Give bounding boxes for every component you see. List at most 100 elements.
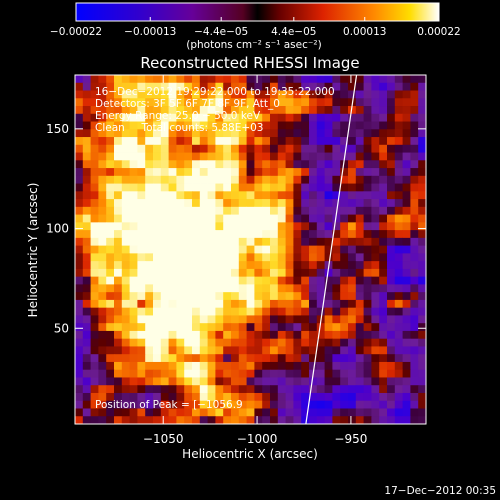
heatmap-cell — [199, 199, 208, 208]
heatmap-cell — [301, 392, 310, 402]
heatmap-cell — [340, 175, 349, 184]
heatmap-cell — [262, 82, 271, 91]
heatmap-cell — [262, 106, 271, 115]
heatmap-cell — [90, 152, 99, 161]
heatmap-cell — [184, 175, 193, 184]
heatmap-cell — [379, 416, 388, 424]
heatmap-cell — [418, 160, 426, 169]
heatmap-cell — [114, 222, 123, 231]
heatmap-cell — [231, 82, 240, 91]
heatmap-cell — [332, 330, 341, 340]
heatmap-cell — [324, 369, 333, 378]
heatmap-cell — [394, 323, 403, 332]
heatmap-cell — [402, 98, 411, 107]
heatmap-cell — [192, 253, 201, 262]
heatmap-cell — [277, 90, 286, 99]
heatmap-cell — [340, 168, 349, 177]
heatmap-cell — [168, 315, 177, 324]
heatmap-cell — [192, 400, 201, 409]
heatmap-cell — [176, 121, 185, 130]
heatmap-cell — [238, 214, 247, 223]
heatmap-cell — [137, 346, 146, 355]
heatmap-cell — [176, 323, 185, 332]
heatmap-cell — [145, 369, 154, 378]
heatmap-cell — [355, 144, 364, 153]
heatmap-cell — [215, 369, 224, 378]
heatmap-cell — [402, 113, 411, 122]
heatmap-cell — [137, 106, 146, 115]
heatmap-cell — [215, 346, 224, 355]
heatmap-cell — [215, 284, 224, 293]
heatmap-cell — [246, 377, 255, 386]
heatmap-cell — [246, 106, 255, 115]
heatmap-cell — [153, 90, 162, 99]
heatmap-cell — [402, 268, 411, 278]
heatmap-cell — [309, 354, 318, 363]
heatmap-cell — [246, 323, 255, 332]
heatmap-cell — [355, 113, 364, 122]
heatmap-cell — [379, 392, 388, 402]
heatmap-cell — [215, 144, 224, 153]
heatmap-cell — [145, 245, 154, 254]
heatmap-cell — [293, 284, 302, 293]
heatmap-cell — [145, 206, 154, 215]
heatmap-cell — [277, 369, 286, 378]
heatmap-cell — [340, 330, 349, 340]
heatmap-cell — [387, 338, 396, 347]
heatmap-cell — [82, 98, 91, 107]
heatmap-cell — [371, 98, 380, 107]
heatmap-cell — [231, 354, 240, 363]
heatmap-cell — [160, 152, 169, 161]
heatmap-cell — [199, 253, 208, 262]
heatmap-cell — [145, 144, 154, 153]
heatmap-cell — [340, 160, 349, 169]
heatmap-cell — [215, 338, 224, 347]
heatmap-cell — [231, 299, 240, 309]
heatmap-cell — [215, 168, 224, 177]
heatmap-cell — [410, 307, 419, 316]
heatmap-cell — [82, 144, 91, 153]
heatmap-cell — [301, 292, 310, 301]
heatmap-cell — [192, 106, 201, 115]
heatmap-cell — [410, 160, 419, 169]
heatmap-cell — [75, 354, 84, 363]
heatmap-cell — [114, 230, 123, 239]
heatmap-cell — [418, 416, 426, 424]
heatmap-cell — [90, 354, 99, 363]
heatmap-cell — [168, 168, 177, 177]
heatmap-cell — [192, 237, 201, 247]
heatmap-cell — [82, 222, 91, 231]
heatmap-cell — [340, 268, 349, 278]
heatmap-cell — [301, 408, 310, 417]
heatmap-cell — [301, 160, 310, 169]
heatmap-cell — [121, 253, 130, 262]
heatmap-cell — [90, 292, 99, 301]
heatmap-cell — [121, 199, 130, 208]
heatmap-cell — [418, 214, 426, 223]
heatmap-cell — [192, 144, 201, 153]
heatmap-cell — [98, 307, 107, 316]
heatmap-cell — [379, 75, 388, 84]
heatmap-cell — [184, 354, 193, 363]
heatmap-cell — [192, 245, 201, 254]
heatmap-cell — [285, 299, 294, 309]
heatmap-cell — [293, 330, 302, 340]
heatmap-cell — [121, 323, 130, 332]
heatmap-cell — [129, 129, 138, 138]
heatmap-cell — [231, 323, 240, 332]
heatmap-cell — [199, 191, 208, 200]
heatmap-cell — [316, 400, 325, 409]
heatmap-cell — [355, 230, 364, 239]
heatmap-cell — [129, 113, 138, 122]
heatmap-cell — [394, 268, 403, 278]
heatmap-cell — [324, 315, 333, 324]
heatmap-cell — [223, 206, 232, 215]
heatmap-cell — [309, 175, 318, 184]
heatmap-cell — [270, 361, 279, 371]
heatmap-cell — [277, 168, 286, 177]
heatmap-cell — [324, 160, 333, 169]
heatmap-cell — [254, 416, 263, 424]
heatmap-cell — [192, 299, 201, 309]
heatmap-cell — [324, 121, 333, 130]
heatmap-cell — [363, 338, 372, 347]
